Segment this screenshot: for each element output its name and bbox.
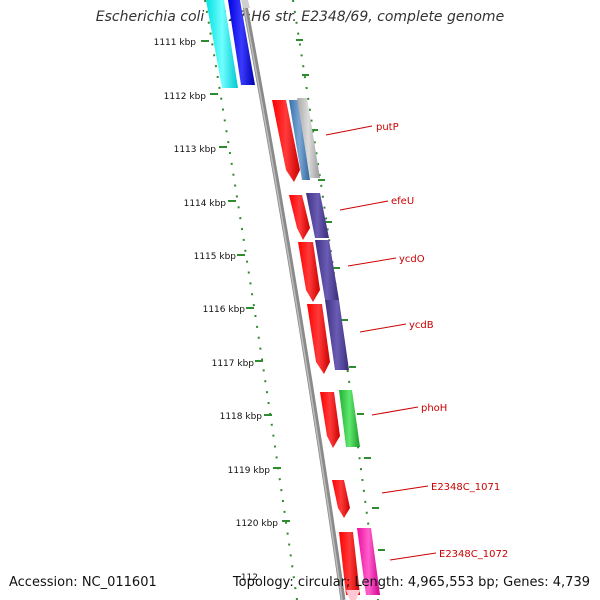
feature-silver [297,98,320,178]
backbone [241,0,346,600]
feature-steelblue [289,100,310,180]
feature-slate [325,300,349,370]
feature-light-pink [346,590,360,600]
kbp-label: 1114 kbp [184,199,227,209]
gene-label-e2348c-1071: E2348C_1071 [431,482,500,493]
feature-top-gray [241,0,250,8]
feature-red [272,100,300,182]
gene-features [206,0,380,600]
feature-cyan [206,0,238,88]
feature-slate [315,240,339,300]
feature-red [320,392,340,448]
feature-red [307,304,330,374]
feature-green [339,390,360,447]
feature-red [289,195,310,240]
gene-label-efeU: efeU [391,196,414,207]
feature-blue [228,0,255,85]
gene-labels: putP efeU ycdO ycdB phoH E2348C_1071 E23… [376,122,508,560]
kbp-label: 1113 kbp [174,145,217,155]
kbp-label: 1117 kbp [212,359,255,369]
topology-text: Topology: circular; Length: 4,965,553 bp… [232,575,590,590]
kbp-label: 112 [241,573,258,583]
kbp-label: 1112 kbp [164,92,207,102]
kbp-label: 1119 kbp [228,466,271,476]
kbp-label: 1120 kbp [236,519,279,529]
feature-red [332,480,350,518]
kbp-label: 1118 kbp [220,412,263,422]
kbp-label: 1115 kbp [194,252,237,262]
feature-slate [306,193,329,238]
kbp-label: 1111 kbp [154,38,197,48]
backbone-highlight [242,0,343,600]
inner-ticks [201,40,290,522]
gene-label-ycdB: ycdB [409,320,434,331]
gene-label-e2348c-1072: E2348C_1072 [439,549,508,560]
kbp-label: 1116 kbp [203,305,246,315]
map-title: Escherichia coli O127:H6 str. E2348/69, … [95,9,505,25]
gene-label-ycdO: ycdO [399,254,425,265]
kbp-labels: 1111 kbp 1112 kbp 1113 kbp 1114 kbp 1115… [154,38,279,583]
outer-ticks [296,39,385,551]
gene-label-putP: putP [376,122,399,133]
inner-ring [204,0,298,600]
gene-leaders [325,125,437,561]
feature-pink [357,528,380,595]
gene-label-phoH: phoH [421,403,447,414]
accession-text: Accession: NC_011601 [9,575,157,590]
feature-red [339,532,360,595]
feature-red [298,242,320,302]
